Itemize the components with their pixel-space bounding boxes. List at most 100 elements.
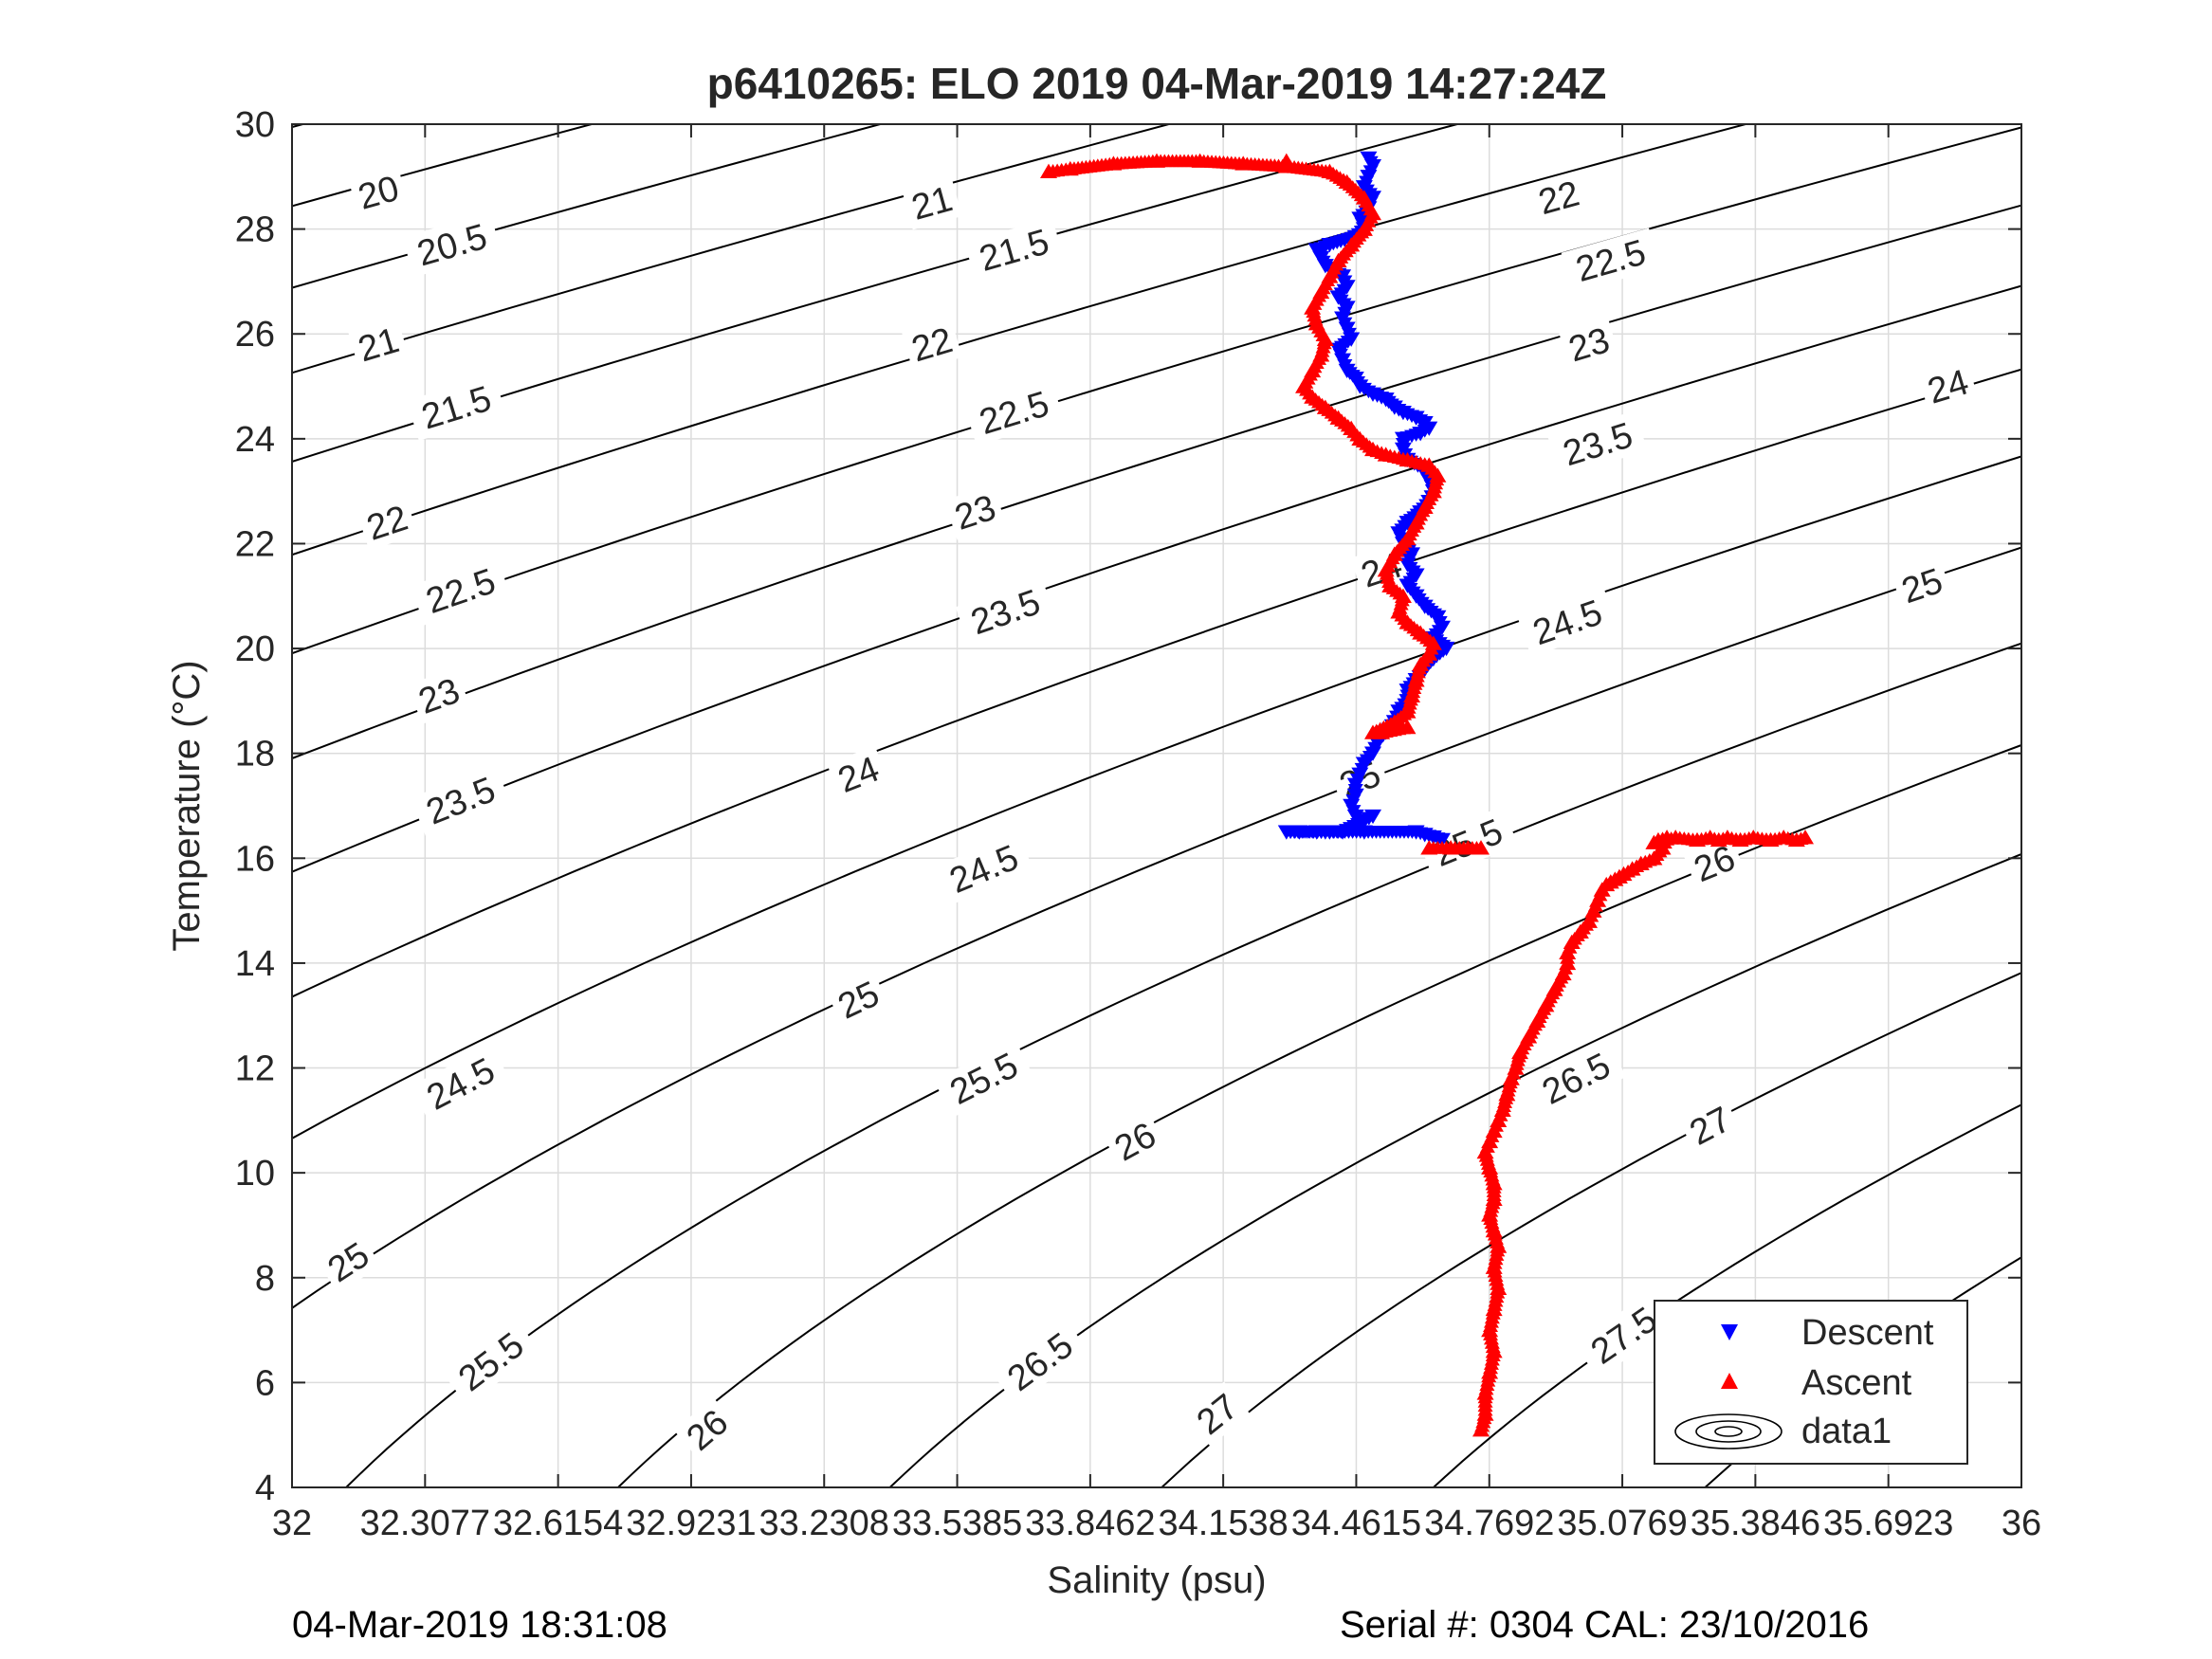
y-axis-label: Temperature (°C) (166, 660, 208, 951)
descent-trace-marker (1405, 565, 1421, 579)
descent-trace-marker (1333, 287, 1349, 301)
ascent-trace-marker (1418, 650, 1435, 664)
ascent-trace-marker (1320, 273, 1336, 286)
contour-label-13: 21.5 (964, 217, 1064, 283)
x-tick-label-13: 36 (2002, 1504, 2041, 1543)
ascent-trace-marker (1412, 661, 1428, 675)
descent-trace-marker (1404, 410, 1420, 424)
x-tick-label-2: 32.6154 (493, 1504, 623, 1543)
ascent-trace-marker (1569, 928, 1585, 941)
contour-label-bg (1526, 1039, 1627, 1118)
descent-trace-marker (1430, 832, 1446, 846)
descent-trace-marker (1399, 431, 1416, 445)
ascent-trace-marker (1578, 918, 1594, 931)
contour-label-28: 22 (1528, 171, 1589, 225)
y-tick-label-7: 18 (235, 735, 275, 775)
contour-label-bg (1102, 1110, 1168, 1173)
descent-trace-marker (1362, 188, 1378, 201)
descent-trace-marker (1347, 784, 1363, 797)
descent-trace-marker (1337, 275, 1353, 289)
descent-trace-marker (1337, 317, 1353, 331)
contour-label-bg (826, 970, 891, 1030)
ascent-trace-marker (1562, 940, 1578, 954)
contour-label-bg (933, 831, 1034, 906)
contour-label-bg (1677, 1095, 1743, 1157)
y-tick-label-6: 16 (235, 839, 275, 879)
ascent-trace-marker (1527, 1017, 1543, 1031)
descent-trace-marker (1401, 553, 1417, 567)
contour-label-bg (1517, 587, 1618, 657)
descent-trace-marker (1405, 586, 1421, 600)
contour-label-16: 23 (944, 484, 1006, 540)
descent-trace-marker (1359, 175, 1375, 190)
ascent-trace-marker (1311, 352, 1326, 365)
contour-label-30: 23 (1558, 317, 1620, 373)
ascent-trace-marker (1379, 567, 1395, 580)
x-axis-ticks: 32 32.3077 32.6154 32.9231 33.2308 33.5385 33.… (272, 124, 2041, 1543)
descent-trace-marker (1345, 805, 1362, 818)
ascent-trace-marker (1407, 677, 1423, 690)
x-tick-label-8: 34.4615 (1291, 1504, 1421, 1543)
contour-label-bg (944, 484, 1006, 540)
ascent-trace-marker (1485, 1348, 1501, 1362)
legend[interactable]: Descent Ascent data1 (1654, 1300, 1968, 1465)
ascent-trace-marker (1545, 986, 1561, 1000)
ascent-trace-marker (1424, 461, 1440, 475)
descent-trace-marker (1337, 359, 1353, 373)
ascent-trace-marker (1311, 320, 1326, 334)
ascent-trace-marker (1302, 367, 1318, 381)
contour-label-17: 23.5 (955, 576, 1055, 647)
x-tick-label-4: 33.2308 (759, 1504, 889, 1543)
contour-label-12: 21 (902, 175, 962, 230)
contour-label-bg (315, 1231, 381, 1294)
x-tick-label-0: 32 (272, 1504, 312, 1543)
descent-trace-marker (1362, 155, 1379, 170)
ascent-trace-marker (1553, 970, 1569, 984)
ascent-trace-marker (1397, 707, 1413, 720)
descent-trace-marker (1374, 392, 1390, 405)
ascent-trace-marker (1485, 1306, 1501, 1320)
descent-trace-marker (1362, 165, 1379, 178)
contour-label-bg (964, 379, 1064, 447)
x-tick-label-1: 32.3077 (360, 1504, 490, 1543)
ascent-trace-marker (1793, 831, 1809, 845)
y-tick-label-8: 20 (235, 629, 275, 669)
y-axis-ticks: 4 6 8 10 12 14 16 18 20 22 24 26 28 30 (235, 105, 2021, 1508)
contour-label-bg (356, 494, 418, 551)
ascent-trace-marker (1587, 898, 1603, 912)
y-tick-label-3: 10 (235, 1154, 275, 1194)
x-tick-label-3: 32.9231 (626, 1504, 756, 1543)
contour-line-28 (1703, 1256, 2021, 1487)
ascent-trace-marker (1486, 1180, 1502, 1194)
ascent-trace-marker (1510, 1048, 1526, 1063)
ascent-trace-marker (1045, 164, 1061, 177)
contour-label-15: 22.5 (964, 379, 1064, 447)
contour-label-bg (1528, 171, 1589, 225)
ascent-trace-marker (1423, 641, 1439, 655)
ascent-trace-marker (1490, 1285, 1506, 1299)
ascent-trace-marker (1394, 592, 1410, 607)
contour-label-bg (348, 165, 410, 220)
descent-trace-marker (1350, 375, 1366, 390)
contour-line-21_5 (292, 124, 1461, 463)
contour-label-38: 24 (1917, 358, 1979, 414)
ascent-trace-marker (1406, 520, 1422, 533)
contour-label-bg (402, 211, 502, 278)
x-tick-label-12: 35.6923 (1823, 1504, 1953, 1543)
ascent-trace-marker (1384, 551, 1400, 565)
legend-descent-label: Descent (1801, 1313, 1934, 1353)
ascent-trace-marker (1425, 841, 1441, 854)
contour-label-bg (902, 175, 962, 230)
descent-trace-marker (1333, 340, 1349, 355)
y-tick-label-13: 30 (235, 105, 275, 145)
contour-label-bg (348, 317, 410, 373)
contour-line-22 (292, 124, 1749, 556)
footer-serial-cal: Serial #: 0304 CAL: 23/10/2016 (1340, 1604, 1870, 1646)
contour-label-bg (442, 1317, 540, 1406)
descent-trace-marker (1341, 327, 1357, 341)
ascent-trace-marker (1487, 1227, 1503, 1241)
contour-line-26 (616, 743, 2021, 1487)
ascent-trace-marker (1316, 336, 1332, 350)
x-tick-label-6: 33.8462 (1025, 1504, 1155, 1543)
